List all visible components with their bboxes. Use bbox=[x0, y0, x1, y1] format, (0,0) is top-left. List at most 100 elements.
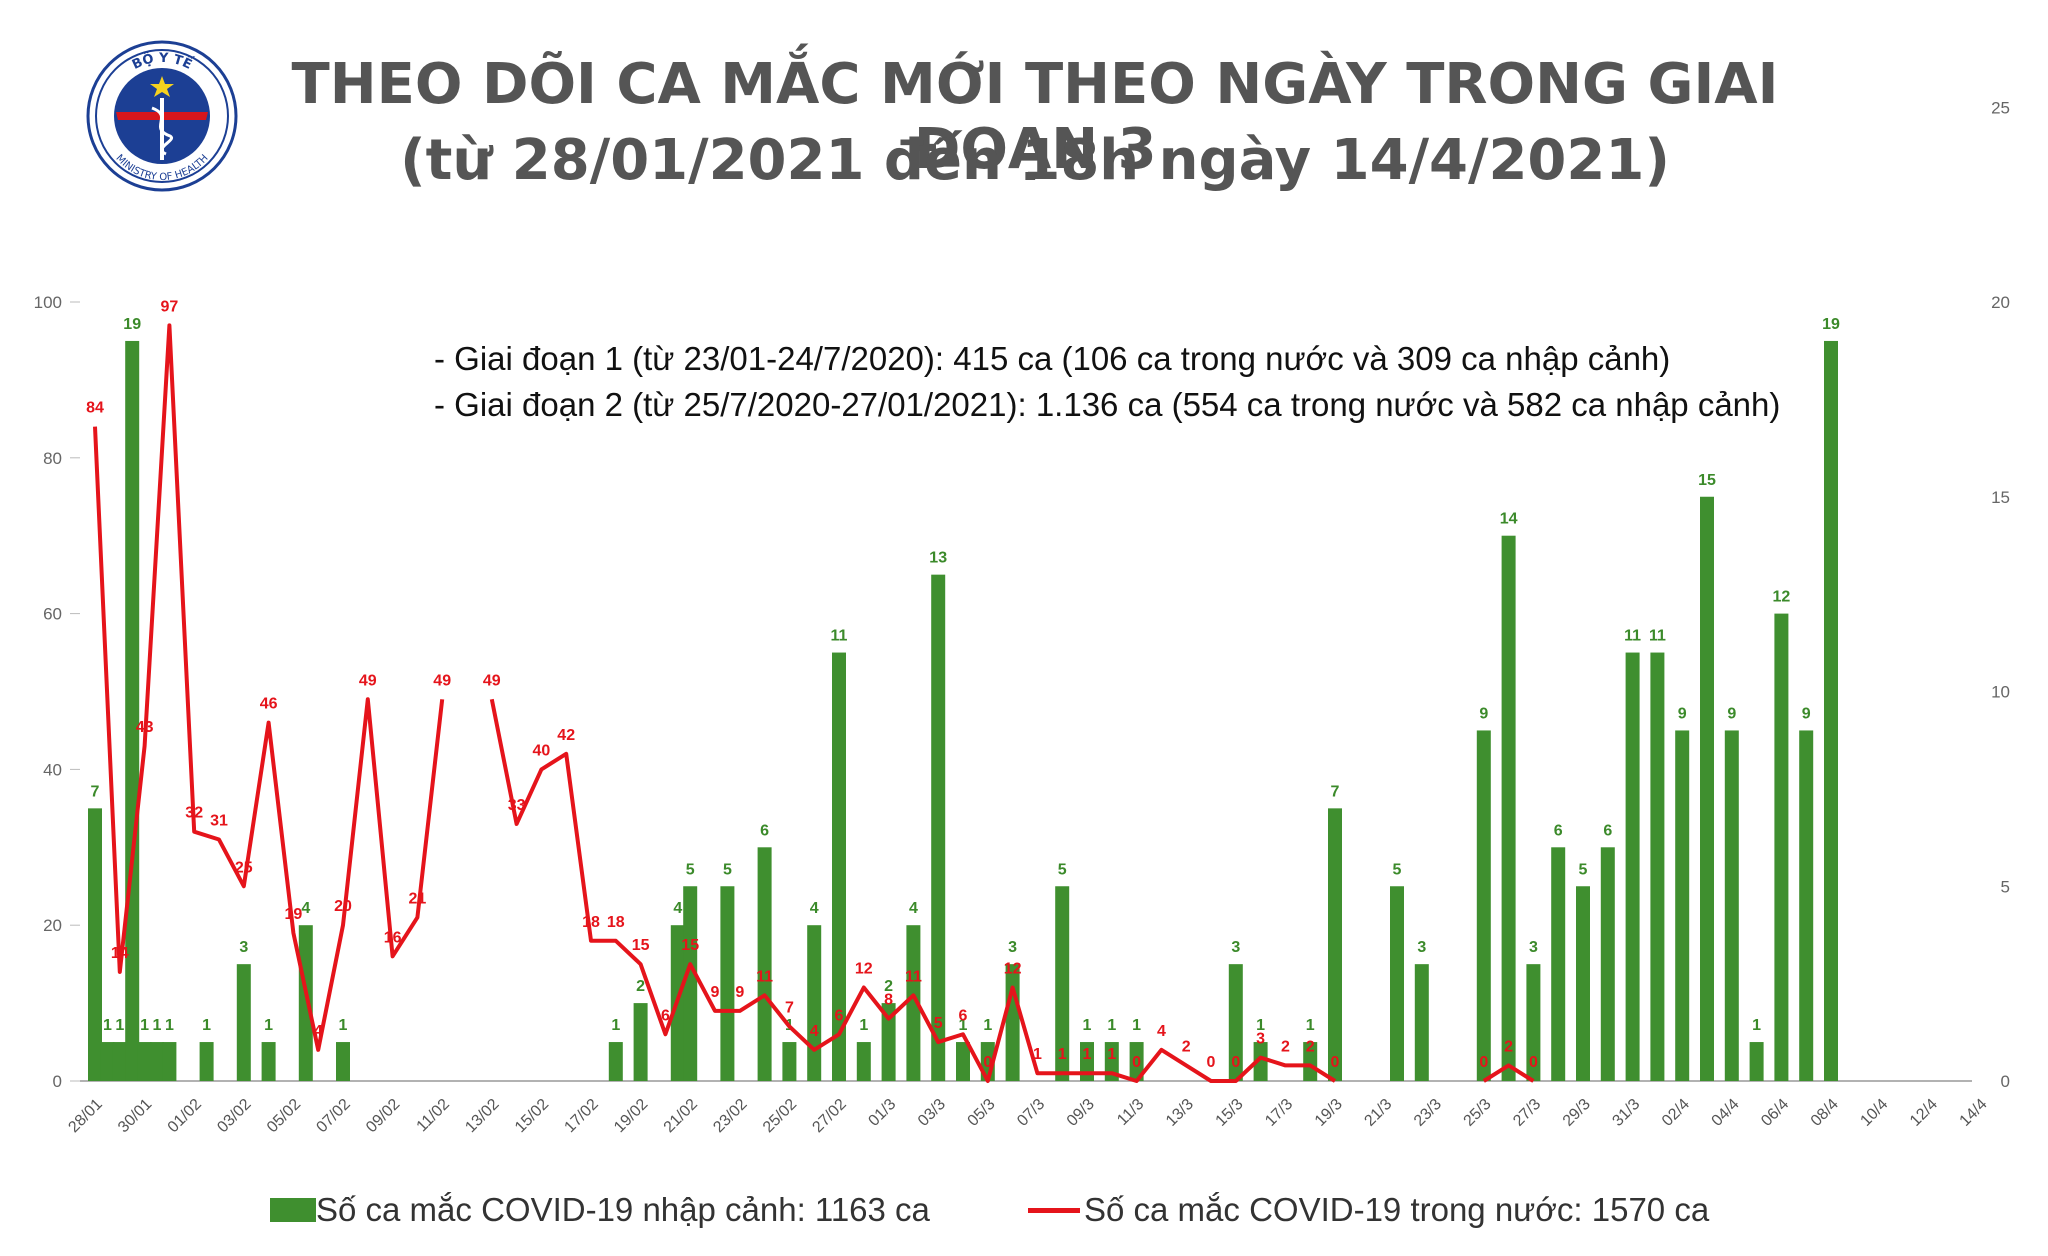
line-value-label: 20 bbox=[334, 898, 352, 915]
bar bbox=[720, 886, 735, 1081]
bar bbox=[1303, 1042, 1318, 1081]
bar-value-label: 6 bbox=[1554, 822, 1563, 839]
bar-value-label: 1 bbox=[165, 1017, 174, 1034]
x-tick-label: 06/4 bbox=[1758, 1096, 1792, 1130]
line-value-label: 15 bbox=[632, 937, 650, 954]
line-value-label: 25 bbox=[235, 859, 253, 876]
bar bbox=[1414, 964, 1429, 1081]
x-tick-label: 09/02 bbox=[363, 1096, 403, 1136]
x-tick-label: 13/02 bbox=[462, 1096, 502, 1136]
legend-domestic-cases: Số ca mắc COVID-19 trong nước: 1570 ca bbox=[1028, 1190, 1709, 1230]
line-value-label: 12 bbox=[1004, 961, 1022, 978]
line-value-label: 32 bbox=[185, 805, 203, 822]
x-tick-label: 25/02 bbox=[760, 1096, 800, 1136]
domestic-cases-line bbox=[489, 698, 1337, 1083]
bar bbox=[1390, 886, 1404, 1081]
domestic-cases-line bbox=[93, 323, 445, 1052]
bar bbox=[1700, 496, 1714, 1081]
right-y-tick-label: 20 bbox=[1991, 293, 2010, 312]
x-tick-label: 23/3 bbox=[1411, 1096, 1445, 1130]
x-tick-label: 21/3 bbox=[1361, 1096, 1395, 1130]
right-y-tick-label: 0 bbox=[2001, 1072, 2010, 1091]
bar bbox=[1328, 808, 1342, 1081]
line-value-label: 2 bbox=[1504, 1038, 1513, 1055]
line-value-label: 11 bbox=[756, 968, 773, 985]
line-value-label: 6 bbox=[835, 1007, 844, 1024]
logo-top-text: BỘ Y TẾ bbox=[130, 51, 195, 73]
x-tick-label: 27/02 bbox=[809, 1096, 849, 1136]
bar-value-label: 3 bbox=[1529, 939, 1538, 956]
x-tick-label: 01/3 bbox=[865, 1096, 899, 1130]
line-value-label: 49 bbox=[359, 672, 377, 689]
bar bbox=[88, 808, 102, 1081]
x-tick-label: 15/3 bbox=[1213, 1096, 1247, 1130]
bar bbox=[150, 1042, 164, 1081]
bar bbox=[856, 1042, 871, 1081]
x-tick-label: 27/3 bbox=[1510, 1096, 1544, 1130]
bar-value-label: 1 bbox=[859, 1017, 868, 1034]
x-tick-label: 29/3 bbox=[1560, 1096, 1594, 1130]
line-value-label: 19 bbox=[285, 906, 303, 923]
left-y-tick-label: 20 bbox=[43, 916, 62, 935]
x-tick-label: 02/4 bbox=[1659, 1096, 1693, 1130]
x-tick-label: 19/3 bbox=[1312, 1096, 1346, 1130]
x-tick-label: 11/02 bbox=[414, 1096, 454, 1136]
bar bbox=[1501, 535, 1516, 1081]
bar-value-label: 14 bbox=[1500, 511, 1518, 528]
bar-value-label: 3 bbox=[1417, 939, 1426, 956]
bar bbox=[137, 1042, 152, 1081]
line-value-label: 15 bbox=[681, 937, 699, 954]
legend-imported-cases: Số ca mắc COVID-19 nhập cảnh: 1163 ca bbox=[270, 1190, 930, 1230]
bar bbox=[1476, 730, 1491, 1081]
right-y-tick-label: 25 bbox=[1991, 98, 2010, 117]
line-value-label: 11 bbox=[905, 968, 922, 985]
line-value-label: 4 bbox=[810, 1023, 819, 1040]
bar-value-label: 1 bbox=[1306, 1017, 1315, 1034]
x-tick-label: 03/3 bbox=[915, 1096, 949, 1130]
x-tick-label: 17/02 bbox=[561, 1096, 601, 1136]
line-value-label: 4 bbox=[314, 1023, 323, 1040]
line-value-label: 12 bbox=[855, 961, 873, 978]
bar-value-label: 4 bbox=[810, 900, 819, 917]
line-value-label: 31 bbox=[210, 813, 228, 830]
bar-value-label: 2 bbox=[884, 978, 893, 995]
x-tick-label: 21/02 bbox=[661, 1096, 701, 1136]
bar-value-label: 2 bbox=[636, 978, 645, 995]
x-tick-label: 19/02 bbox=[611, 1096, 651, 1136]
bar-value-label: 1 bbox=[1083, 1017, 1092, 1034]
bar-value-label: 1 bbox=[1132, 1017, 1141, 1034]
bar bbox=[261, 1042, 276, 1081]
bar bbox=[336, 1042, 350, 1081]
bar-value-label: 4 bbox=[909, 900, 918, 917]
bar-value-label: 13 bbox=[929, 550, 947, 567]
bar bbox=[1551, 847, 1566, 1081]
left-y-tick-label: 80 bbox=[43, 449, 62, 468]
line-value-label: 2 bbox=[1306, 1038, 1315, 1055]
line-value-label: 0 bbox=[983, 1054, 992, 1071]
line-value-label: 97 bbox=[161, 298, 179, 315]
bar-value-label: 1 bbox=[339, 1017, 348, 1034]
note-phase-1: - Giai đoạn 1 (từ 23/01-24/7/2020): 415 … bbox=[434, 340, 1671, 377]
bar bbox=[1774, 613, 1789, 1081]
bar-value-label: 1 bbox=[1256, 1017, 1265, 1034]
bar-value-label: 4 bbox=[301, 900, 310, 917]
x-tick-label: 07/3 bbox=[1014, 1096, 1048, 1130]
bar bbox=[782, 1042, 797, 1081]
line-value-label: 40 bbox=[533, 742, 551, 759]
line-value-label: 0 bbox=[1479, 1054, 1488, 1071]
line-value-label: 43 bbox=[136, 719, 154, 736]
bar bbox=[1625, 652, 1640, 1081]
bar bbox=[112, 1042, 127, 1081]
x-tick-label: 12/4 bbox=[1907, 1096, 1941, 1130]
legend-domestic-label: Số ca mắc COVID-19 trong nước: 1570 ca bbox=[1084, 1191, 1710, 1228]
line-value-label: 1 bbox=[1033, 1046, 1042, 1063]
bar-value-label: 1 bbox=[983, 1017, 992, 1034]
bar-value-label: 5 bbox=[1058, 861, 1067, 878]
line-value-label: 0 bbox=[1331, 1054, 1340, 1071]
bar bbox=[199, 1042, 214, 1081]
bar bbox=[881, 1003, 896, 1081]
bar bbox=[1749, 1042, 1764, 1081]
left-y-tick-label: 0 bbox=[53, 1072, 62, 1091]
line-value-label: 1 bbox=[1107, 1046, 1116, 1063]
line-value-label: 6 bbox=[661, 1007, 670, 1024]
